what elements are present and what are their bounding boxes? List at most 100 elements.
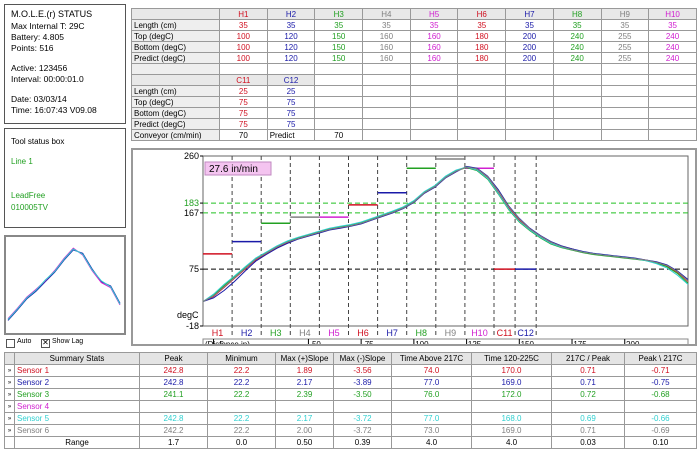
row-marker-icon[interactable]: » — [4, 376, 15, 389]
internal-temp: Max Internal T: 29C — [11, 21, 85, 31]
cool-value: 75 — [266, 96, 316, 108]
cool-value: 75 — [219, 107, 268, 119]
zone-value: 200 — [505, 52, 554, 64]
zone-value: 240 — [648, 41, 697, 53]
zone-spacer — [266, 63, 316, 75]
summary-value: 2.17 — [275, 412, 334, 425]
y-tick-label: 167 — [184, 208, 199, 218]
interval: Interval: 00:00:01.0 — [11, 74, 84, 84]
zone-label: H6 — [357, 328, 369, 338]
y-tick-label: 260 — [184, 151, 199, 161]
zone-value: 240 — [552, 52, 602, 64]
row-marker-icon[interactable]: » — [4, 388, 15, 401]
x-tick-label: 175 — [573, 340, 587, 344]
summary-value: -0.71 — [624, 364, 697, 377]
sensor-line — [202, 166, 689, 302]
summary-value: 241.1 — [139, 388, 208, 401]
zone-value: 240 — [552, 41, 602, 53]
summary-row[interactable]: » Sensor 4 — [4, 400, 697, 413]
summary-value: 22.2 — [207, 412, 276, 425]
zone-spacer-row — [131, 63, 697, 75]
profile-chart[interactable]: 260 183 167 75 -18 degC 27.6 in/min H1 H2 H3 H4 H5 H… — [131, 148, 697, 346]
summary-value: 1.89 — [275, 364, 334, 377]
zone-empty — [409, 96, 459, 108]
tool-status-title: Tool status box — [11, 137, 65, 146]
time: Time: 16:07:43 V09.08 — [11, 105, 97, 115]
zone-label: C12 — [517, 328, 534, 338]
cool-value: 75 — [266, 118, 316, 130]
zone-value: 120 — [266, 41, 316, 53]
summary-row[interactable]: » Sensor 1 242.8 22.2 1.89 -3.56 74.0 170.0 0.71… — [4, 364, 697, 377]
summary-header: Max (-)Slope — [333, 352, 392, 365]
row-marker-icon[interactable]: » — [4, 400, 15, 413]
auto-label: Auto — [17, 338, 32, 345]
summary-header: Max (+)Slope — [275, 352, 334, 365]
summary-corner — [4, 352, 15, 365]
row-marker-icon[interactable]: » — [4, 364, 15, 377]
zone-empty — [648, 74, 697, 86]
cool-value: 75 — [266, 107, 316, 119]
summary-row[interactable]: » Sensor 5 242.8 22.2 2.17 -3.72 77.0 168.0 0.69… — [4, 412, 697, 425]
summary-value: 169.0 — [471, 376, 552, 389]
zone-empty — [505, 129, 554, 141]
summary-value: 172.0 — [471, 388, 552, 401]
zone-empty — [505, 96, 554, 108]
zone-empty — [409, 129, 459, 141]
zone-spacer — [219, 63, 268, 75]
show-lag-checkbox[interactable]: ✕ — [41, 338, 50, 348]
zone-empty — [600, 96, 650, 108]
summary-value — [139, 400, 208, 413]
preview-chart[interactable] — [4, 235, 126, 335]
zone-row: Top (degC) 100 120 150 160 160 180 200 240 255 240 — [131, 30, 697, 42]
summary-row[interactable]: Range 1.7 0.0 0.50 0.39 4.0 4.0 0.03 0.10 — [4, 436, 697, 449]
row-marker-icon[interactable]: » — [4, 424, 15, 437]
y-tick-label: 75 — [189, 264, 199, 274]
zone-value: 160 — [362, 30, 411, 42]
summary-sensor-name: Sensor 1 — [14, 364, 140, 377]
summary-value: 22.2 — [207, 376, 276, 389]
zone-empty — [600, 129, 650, 141]
summary-header: 217C / Peak — [551, 352, 625, 365]
cool-header-row: C11 C12 — [131, 74, 697, 86]
predict-value: 70 — [314, 129, 364, 141]
active: Active: 123456 — [11, 63, 68, 73]
zone-empty — [457, 96, 507, 108]
zone-spacer — [314, 63, 364, 75]
cool-value: 75 — [219, 118, 268, 130]
zone-value: 35 — [266, 19, 316, 31]
row-marker-icon[interactable]: » — [4, 412, 15, 425]
summary-row[interactable]: » Sensor 6 242.2 22.2 2.00 -3.72 73.0 169.0 0.71… — [4, 424, 697, 437]
summary-sensor-name: Sensor 4 — [14, 400, 140, 413]
zone-spacer — [131, 63, 220, 75]
zone-empty — [648, 85, 697, 97]
zone-empty — [362, 129, 411, 141]
row-marker-icon[interactable] — [4, 436, 15, 449]
auto-checkbox[interactable] — [6, 339, 15, 348]
zone-value: 240 — [648, 30, 697, 42]
cool-row: Bottom (degC) 75 75 — [131, 107, 697, 119]
zone-empty — [552, 107, 602, 119]
y-axis-label: degC — [177, 310, 199, 320]
zone-header: H7 — [505, 8, 554, 20]
zone-row-label: Top (degC) — [131, 30, 220, 42]
x-tick-label: 200 — [626, 340, 640, 344]
summary-row[interactable]: » Sensor 3 241.1 22.2 2.39 -3.50 76.0 172.0 0.72… — [4, 388, 697, 401]
summary-value: 76.0 — [391, 388, 472, 401]
summary-value: 73.0 — [391, 424, 472, 437]
zone-empty — [552, 85, 602, 97]
summary-value: -0.75 — [624, 376, 697, 389]
show-lag-label: Show Lag — [52, 338, 84, 345]
zone-value: 160 — [409, 41, 459, 53]
zone-value: 35 — [362, 19, 411, 31]
zone-value: 35 — [314, 19, 364, 31]
date: Date: 03/03/14 — [11, 94, 67, 104]
summary-row[interactable]: » Sensor 2 242.8 22.2 2.17 -3.89 77.0 169.0 0.71… — [4, 376, 697, 389]
zone-value: 35 — [505, 19, 554, 31]
zone-empty — [314, 96, 364, 108]
zone-empty — [457, 85, 507, 97]
zone-row: Bottom (degC) 100 120 150 160 160 180 200 240 255… — [131, 41, 697, 53]
summary-sensor-name: Range — [14, 436, 140, 449]
summary-value: 2.17 — [275, 376, 334, 389]
zone-value: 160 — [409, 30, 459, 42]
